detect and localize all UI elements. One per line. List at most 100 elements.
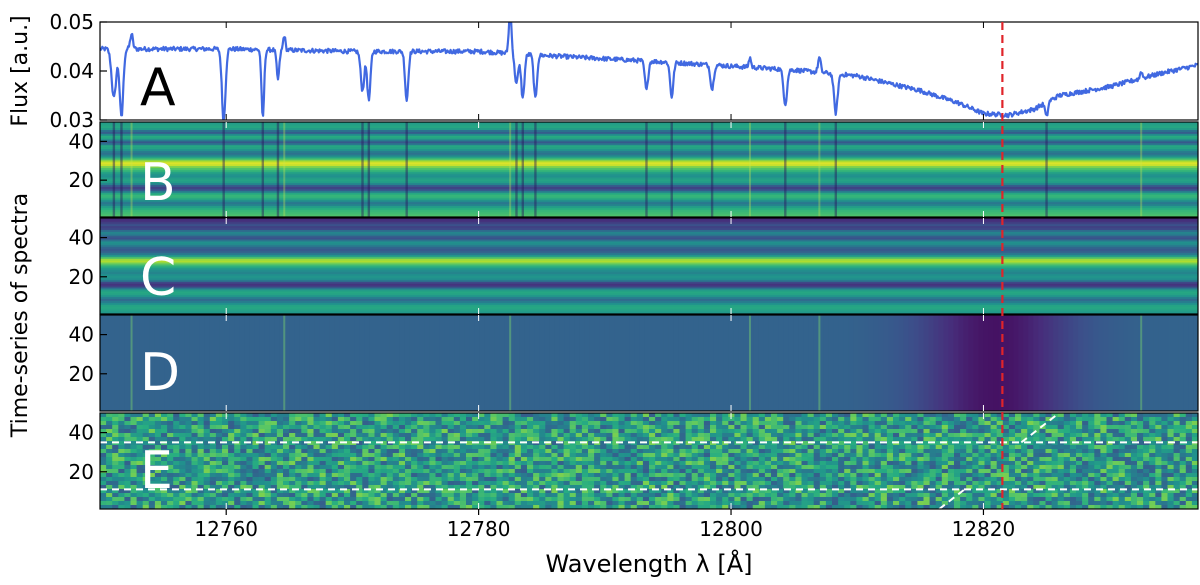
noise-cell [642,485,650,490]
noise-cell [472,481,479,486]
noise-cell [545,453,552,458]
noise-cell [996,505,1004,510]
noise-cell [941,421,949,426]
noise-cell [545,429,552,434]
heatmap-column [434,315,440,411]
noise-cell [1051,481,1059,486]
heatmap-column [728,315,735,411]
noise-cell [167,505,174,510]
noise-cell [478,505,485,510]
noise-cell [295,445,302,450]
noise-cell [1015,437,1022,442]
noise-cell [655,497,662,502]
noise-cell [1100,433,1107,438]
noise-cell [569,469,577,474]
noise-cell [899,469,906,474]
noise-cell [1076,505,1083,510]
noise-cell [947,425,955,430]
noise-cell [661,429,668,434]
noise-cell [813,457,821,462]
noise-cell [783,437,790,442]
noise-cell [575,505,583,510]
noise-cell [283,413,290,418]
heatmap-column [788,315,795,411]
noise-cell [862,445,869,450]
noise-cell [179,481,186,486]
noise-cell [771,485,778,490]
noise-cell [539,497,546,502]
noise-cell [112,493,119,498]
noise-cell [136,417,144,422]
noise-cell [142,437,150,442]
noise-cell [972,489,979,494]
heatmap-column [329,315,336,411]
noise-cell [905,473,912,478]
noise-cell [832,489,839,494]
heatmap-column [968,315,974,411]
noise-cell [411,445,418,450]
noise-cell [630,485,638,490]
noise-cell [1069,473,1077,478]
noise-cell [1100,473,1107,478]
noise-cell [838,429,845,434]
noise-cell [154,425,162,430]
noise-cell [539,461,546,466]
noise-cell [179,485,186,490]
noise-cell [289,449,296,454]
noise-cell [478,497,485,502]
noise-cell [697,425,705,430]
noise-cell [380,417,388,422]
noise-cell [545,457,552,462]
heatmap-column [424,315,430,411]
noise-cell [777,413,784,418]
noise-cell [972,421,979,426]
noise-cell [1130,421,1138,426]
noise-cell [154,449,162,454]
noise-cell [331,477,339,482]
noise-cell [789,473,796,478]
noise-cell [1179,477,1187,482]
heatmap-column [808,315,815,411]
noise-cell [960,465,967,470]
noise-cell [630,505,638,510]
noise-cell [1191,485,1199,490]
noise-cell [667,457,674,462]
noise-cell [435,493,442,498]
noise-cell [722,493,729,498]
noise-cell [228,473,235,478]
noise-cell [161,501,168,506]
heatmap-row [100,252,1198,255]
noise-cell [234,497,241,502]
noise-cell [435,437,442,442]
noise-cell [301,449,308,454]
noise-cell [1100,497,1107,502]
noise-cell [429,449,436,454]
noise-cell [740,453,747,458]
noise-cell [1185,449,1193,454]
noise-cell [527,425,534,430]
noise-cell [679,461,686,466]
noise-cell [112,497,119,502]
noise-cell [472,449,479,454]
noise-cell [319,465,327,470]
noise-cell [783,501,790,506]
heatmap-column [559,315,565,411]
noise-cell [392,437,400,442]
noise-cell [1002,437,1010,442]
noise-cell [441,437,449,442]
noise-cell [356,493,363,498]
heatmap-column [309,315,316,411]
noise-cell [240,473,247,478]
noise-cell [874,477,882,482]
noise-cell [1008,469,1016,474]
noise-cell [636,425,644,430]
noise-cell [990,453,998,458]
noise-cell [423,457,430,462]
noise-cell [844,477,851,482]
noise-cell [533,473,540,478]
noise-cell [929,477,937,482]
noise-cell [624,421,632,426]
noise-cell [124,445,131,450]
noise-cell [514,461,522,466]
noise-cell [612,485,619,490]
